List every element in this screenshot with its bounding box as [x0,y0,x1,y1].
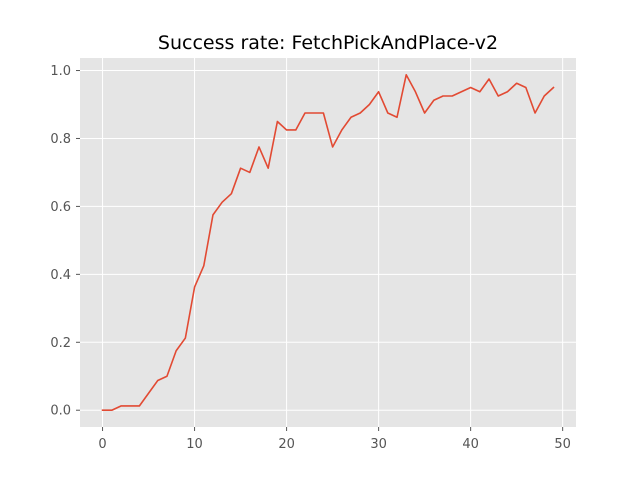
y-tick-label: 0.0 [50,404,71,419]
chart-title: Success rate: FetchPickAndPlace-v2 [158,32,498,54]
series-line [101,73,555,412]
x-tick-label: 20 [278,437,295,452]
y-tick-label: 0.8 [50,132,71,147]
gridlines [80,58,576,427]
x-tick-label: 30 [370,437,387,452]
x-tick-label: 0 [98,437,106,452]
y-tick-label: 0.4 [50,268,71,283]
axis-ticks: 0 10 20 30 40 50 0.0 0.2 0.4 0.6 0.8 1.0 [50,64,571,452]
x-tick-label: 50 [554,437,571,452]
y-tick-label: 0.6 [50,200,71,215]
y-tick-label: 0.2 [50,336,71,351]
x-tick-label: 10 [186,437,203,452]
data-series [101,73,555,412]
y-tick-label: 1.0 [50,64,71,79]
x-tick-label: 40 [462,437,479,452]
plot-area [80,58,576,427]
